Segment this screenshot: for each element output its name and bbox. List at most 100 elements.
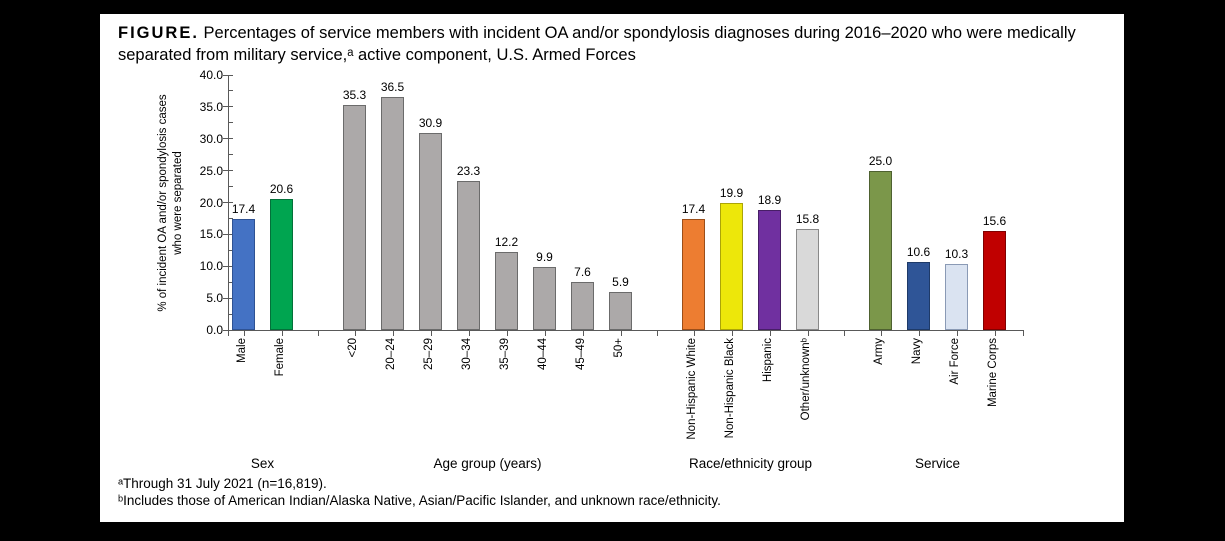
bar-value-label: 30.9 <box>418 116 443 130</box>
bar-value-label: 18.9 <box>757 192 782 207</box>
bar <box>343 104 366 330</box>
bar-value-label: 15.8 <box>795 212 820 227</box>
y-major-tick <box>223 202 233 203</box>
group-label: Race/ethnicity group <box>688 456 813 471</box>
y-minor-tick <box>229 154 233 156</box>
y-major-tick <box>223 74 233 76</box>
y-major-tick <box>223 297 233 299</box>
y-minor-tick <box>229 281 233 283</box>
y-tick-label: 35.0 <box>199 99 223 114</box>
bar <box>983 230 1006 330</box>
x-axis-tick <box>956 331 958 336</box>
plot-area <box>228 75 1024 331</box>
bar-value-label: 20.6 <box>269 181 294 196</box>
x-axis-tick <box>769 331 771 336</box>
y-axis-title-line2: who were separated <box>172 151 184 255</box>
bar-value-label: 36.5 <box>380 80 405 95</box>
category-label: Non-Hispanic White <box>686 338 698 440</box>
y-tick-label: 15.0 <box>199 227 223 242</box>
category-label: Air Force <box>949 338 961 385</box>
bar <box>419 133 442 330</box>
y-major-tick <box>223 265 233 267</box>
x-axis-tick <box>918 331 920 336</box>
x-axis-tick <box>228 331 229 336</box>
bar-chart: % of incident OA and/or spondylosis case… <box>100 14 1124 522</box>
x-axis-tick <box>392 331 394 336</box>
x-axis-tick <box>243 331 245 336</box>
group-label: Service <box>914 456 960 471</box>
y-major-tick <box>223 233 233 235</box>
x-axis-tick <box>844 331 845 336</box>
category-label: 40–44 <box>537 338 549 370</box>
bar-value-label: 23.3 <box>456 164 481 179</box>
y-major-tick <box>223 106 233 108</box>
category-label: Non-Hispanic Black <box>724 338 736 439</box>
x-axis-tick <box>281 331 283 336</box>
bar-value-label: 15.6 <box>982 213 1007 228</box>
y-axis-title: % of incident OA and/or spondylosis case… <box>156 53 188 353</box>
x-axis-tick <box>468 331 470 336</box>
bar-value-label: 5.9 <box>612 275 629 290</box>
category-label: Other/unknownᵇ <box>800 338 812 421</box>
x-axis-tick <box>693 331 695 336</box>
bar <box>609 292 632 330</box>
category-label: Hispanic <box>762 338 774 383</box>
y-major-tick <box>223 170 233 172</box>
bar-value-label: 10.6 <box>906 245 931 260</box>
y-minor-tick <box>229 217 233 219</box>
y-axis-title-line1: % of incident OA and/or spondylosis case… <box>157 94 169 312</box>
bar <box>869 170 892 330</box>
y-minor-tick <box>229 90 233 92</box>
category-label: 25–29 <box>423 338 435 370</box>
figure-footnotes: ᵃThrough 31 July 2021 (n=16,819). ᵇInclu… <box>118 475 1108 509</box>
y-minor-tick <box>229 122 233 124</box>
figure-label: FIGURE. <box>118 24 199 42</box>
category-label: 35–39 <box>499 338 511 370</box>
bar <box>945 264 968 330</box>
x-axis-tick <box>318 331 319 336</box>
bar <box>571 281 594 330</box>
y-tick-label: 30.0 <box>199 131 223 146</box>
bar-value-label: 35.3 <box>342 87 367 102</box>
x-axis-tick <box>354 331 356 336</box>
y-tick-label: 5.0 <box>206 291 223 306</box>
bar <box>533 266 556 330</box>
x-axis-tick <box>731 331 733 336</box>
x-axis-tick <box>994 331 996 336</box>
x-axis-tick <box>807 331 809 336</box>
category-label: Army <box>873 338 885 365</box>
y-tick-label: 20.0 <box>199 195 223 210</box>
bar-value-label: 12.2 <box>494 235 519 250</box>
y-minor-tick <box>229 249 233 251</box>
y-minor-tick <box>229 186 233 188</box>
bar-value-label: 7.6 <box>574 264 591 279</box>
category-label: Male <box>236 338 248 363</box>
category-label: 45–49 <box>575 338 587 370</box>
y-major-tick <box>223 329 233 331</box>
y-tick-label: 25.0 <box>199 163 223 178</box>
x-axis-tick <box>544 331 546 336</box>
bar <box>457 181 480 330</box>
bar-value-label: 9.9 <box>536 249 553 264</box>
y-tick-label: 10.0 <box>199 259 223 274</box>
x-axis-tick <box>1023 331 1024 336</box>
x-axis-tick <box>880 331 882 336</box>
category-label: 30–34 <box>461 338 473 370</box>
footnote-a: ᵃThrough 31 July 2021 (n=16,819). <box>118 476 327 491</box>
bar-value-label: 10.3 <box>944 247 969 262</box>
group-label: Sex <box>250 456 275 471</box>
bar-value-label: 17.4 <box>231 202 256 217</box>
bar-value-label: 19.9 <box>719 186 744 201</box>
bar <box>796 229 819 330</box>
x-axis-tick <box>430 331 432 336</box>
bar <box>720 203 743 330</box>
y-tick-label: 40.0 <box>199 68 223 82</box>
category-label: <20 <box>347 338 359 358</box>
category-label: Female <box>274 338 286 377</box>
footnote-b: ᵇIncludes those of American Indian/Alask… <box>118 493 721 508</box>
category-label: Marine Corps <box>987 338 999 408</box>
bar <box>495 252 518 330</box>
category-label: 20–24 <box>385 338 397 370</box>
x-axis-tick <box>620 331 622 336</box>
bar <box>270 198 293 330</box>
